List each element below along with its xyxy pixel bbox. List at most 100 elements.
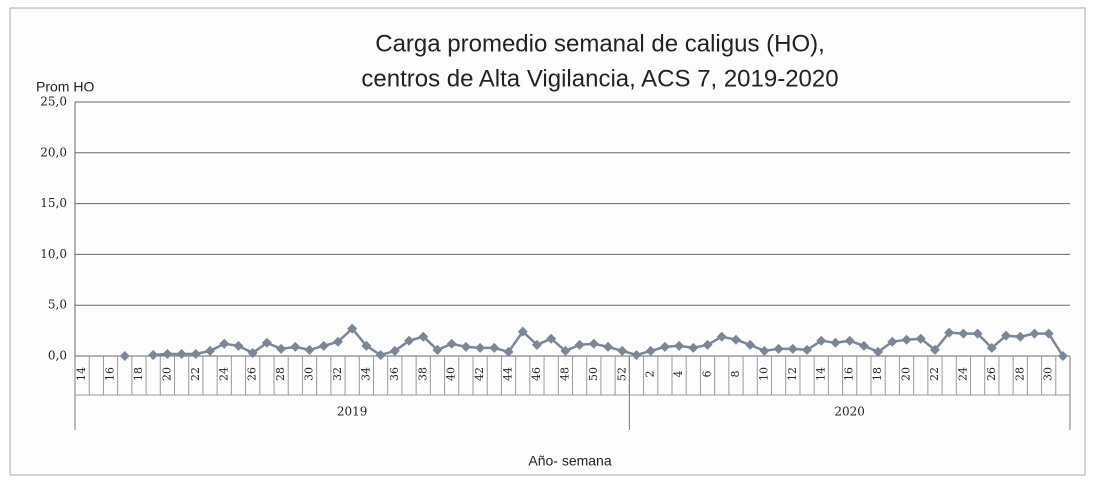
x-tick-label: 32 (331, 367, 344, 381)
data-point (389, 345, 400, 356)
data-point (844, 335, 855, 346)
x-tick-label: 36 (388, 367, 401, 381)
data-point (830, 337, 841, 348)
chart-title: centros de Alta Vigilancia, ACS 7, 2019-… (361, 65, 838, 92)
y-tick-label: 0,0 (48, 349, 67, 363)
x-tick-label: 26 (985, 367, 998, 381)
data-point (446, 338, 457, 349)
data-point (617, 345, 628, 356)
x-tick-label: 28 (274, 367, 287, 381)
x-tick-label: 20 (160, 367, 173, 381)
y-tick-label: 10,0 (40, 247, 67, 261)
x-tick-label: 42 (473, 367, 486, 381)
data-point (432, 344, 443, 355)
x-tick-label: 18 (132, 367, 145, 381)
y-tick-label: 25,0 (40, 95, 67, 109)
data-point (247, 347, 258, 358)
data-point (290, 341, 301, 352)
data-point (873, 346, 884, 357)
data-point (219, 338, 230, 349)
x-tick-label: 16 (843, 367, 856, 381)
data-point (318, 340, 329, 351)
x-tick-label: 2 (644, 371, 657, 378)
data-point (205, 345, 216, 356)
x-tick-label: 16 (104, 367, 117, 381)
data-point (659, 341, 670, 352)
data-point (901, 334, 912, 345)
data-point (176, 348, 187, 359)
data-point (787, 343, 798, 354)
x-tick-label: 14 (75, 367, 88, 381)
data-point (119, 351, 130, 361)
data-point (944, 327, 955, 338)
data-point (347, 323, 358, 334)
data-point (631, 349, 642, 360)
data-point (489, 342, 500, 353)
data-point (716, 331, 727, 342)
x-tick-label: 38 (416, 367, 429, 381)
x-tick-label: 30 (1042, 367, 1055, 381)
data-point (802, 344, 813, 355)
data-point (517, 326, 528, 337)
data-point (460, 341, 471, 352)
y-tick-label: 5,0 (48, 298, 67, 312)
x-tick-label: 6 (701, 371, 714, 378)
x-tick-label: 22 (928, 367, 941, 381)
data-point (816, 335, 827, 346)
data-point (958, 328, 969, 339)
data-point (276, 343, 287, 354)
data-point (1043, 328, 1054, 339)
data-point (546, 333, 557, 344)
data-point (688, 342, 699, 353)
data-point (574, 339, 585, 350)
x-tick-label: 10 (757, 367, 770, 381)
data-point (1029, 328, 1040, 339)
data-point (972, 328, 983, 339)
data-point (745, 339, 756, 350)
x-tick-label: 50 (587, 367, 600, 381)
data-point (603, 341, 614, 352)
x-tick-label: 12 (786, 367, 799, 381)
data-point (361, 340, 372, 351)
data-point (986, 342, 997, 353)
group-label: 2020 (834, 405, 865, 419)
y-tick-label: 20,0 (40, 145, 67, 159)
data-point (915, 333, 926, 344)
data-point (304, 344, 315, 355)
data-point (702, 339, 713, 350)
data-point (645, 345, 656, 356)
chart-title: Carga promedio semanal de caligus (HO), (375, 30, 825, 57)
data-point (730, 334, 741, 345)
x-tick-label: 8 (729, 371, 742, 378)
x-tick-label: 48 (558, 367, 571, 381)
data-point (418, 331, 429, 342)
data-point (332, 336, 343, 347)
x-axis-label: Año- semana (528, 453, 611, 469)
x-tick-label: 4 (672, 371, 685, 378)
data-point (261, 337, 272, 348)
x-tick-label: 22 (189, 367, 202, 381)
x-tick-label: 14 (814, 367, 827, 381)
data-point (773, 343, 784, 354)
x-tick-label: 44 (502, 367, 515, 381)
data-point (588, 338, 599, 349)
data-point (1015, 331, 1026, 342)
data-point (503, 346, 514, 357)
x-tick-label: 28 (1013, 367, 1026, 381)
data-point (560, 345, 571, 356)
x-tick-label: 40 (445, 367, 458, 381)
x-tick-label: 20 (900, 367, 913, 381)
y-axis-label: Prom HO (36, 79, 94, 95)
group-label: 2019 (337, 405, 368, 419)
x-tick-label: 18 (871, 367, 884, 381)
x-tick-label: 34 (359, 367, 372, 381)
x-tick-label: 52 (615, 367, 628, 381)
x-tick-label: 24 (956, 367, 969, 381)
data-point (190, 348, 201, 359)
data-point (929, 344, 940, 355)
data-point (162, 348, 173, 359)
data-point (531, 339, 542, 350)
data-point (759, 345, 770, 356)
x-tick-label: 30 (303, 367, 316, 381)
